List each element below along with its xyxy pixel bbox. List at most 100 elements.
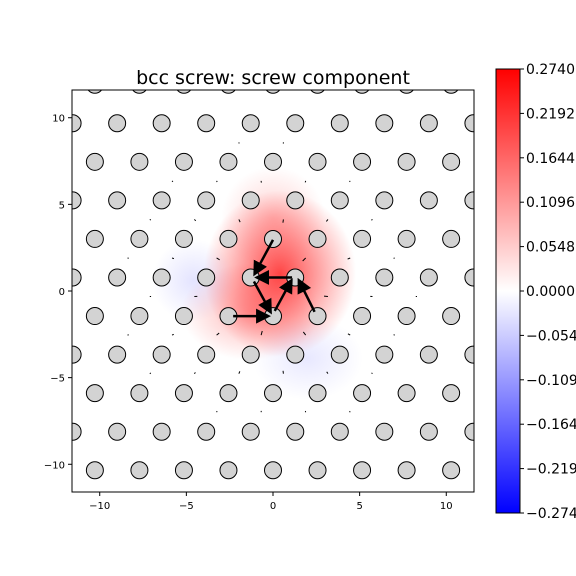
minor-mark — [216, 257, 220, 261]
atom — [152, 114, 171, 133]
y-tick-label: 0 — [59, 287, 65, 298]
atom — [72, 422, 82, 441]
atom — [375, 114, 394, 133]
atom — [72, 191, 82, 210]
atom — [85, 461, 104, 480]
minor-mark — [171, 333, 174, 336]
minor-mark — [325, 219, 329, 222]
atom — [0, 230, 14, 247]
atom — [286, 345, 305, 364]
atom — [241, 191, 260, 210]
heat-blob — [221, 166, 325, 271]
atom — [85, 152, 104, 171]
displacement-arrows — [233, 239, 316, 324]
atom — [174, 307, 193, 326]
atom — [20, 423, 37, 440]
atom — [42, 0, 59, 16]
atom — [443, 0, 460, 16]
atom — [20, 500, 37, 517]
atom — [87, 90, 103, 94]
displacement-arrow — [273, 277, 293, 312]
atom — [20, 346, 37, 363]
chart-title: bcc screw: screw component — [136, 67, 410, 89]
atom — [398, 539, 415, 556]
atom — [108, 422, 127, 441]
atom — [197, 345, 216, 364]
atom — [465, 38, 482, 55]
atom — [0, 76, 14, 93]
atom — [398, 0, 415, 16]
atom — [86, 539, 103, 556]
minor-mark — [347, 257, 351, 260]
minor-mark — [171, 257, 175, 260]
atom — [265, 539, 282, 556]
colorbar: 0.2740 0.2192 0.1644 0.1096 0.0548 0.0000 −0.0… — [495, 62, 576, 522]
colorbar-tick-label: −0.2192 — [526, 462, 576, 478]
atom — [353, 461, 372, 480]
atom — [464, 345, 474, 364]
atom — [419, 268, 438, 287]
atom — [308, 461, 327, 480]
atom — [130, 229, 149, 248]
atom — [152, 422, 171, 441]
atom — [442, 229, 461, 248]
minor-mark — [371, 372, 373, 375]
atom — [487, 0, 504, 16]
atom — [219, 461, 238, 480]
atom — [264, 384, 282, 403]
atom — [397, 229, 416, 248]
atom — [175, 0, 192, 16]
atom — [130, 152, 149, 171]
y-tick-label: 10 — [52, 114, 65, 125]
atom — [197, 191, 216, 210]
x-tick-label: −10 — [89, 501, 110, 512]
atom — [72, 268, 82, 287]
colorbar-tick-label: 0.1096 — [526, 195, 575, 211]
atom — [264, 230, 282, 249]
atom — [197, 422, 216, 441]
atom — [532, 539, 549, 556]
atom — [197, 268, 216, 287]
y-tick-label: −5 — [50, 374, 65, 385]
atom — [287, 500, 304, 517]
displacement-arrow — [297, 277, 316, 313]
colorbar-tick-label: 0.2192 — [526, 106, 575, 122]
atom — [330, 191, 349, 210]
atom — [197, 114, 216, 133]
atom — [464, 422, 474, 441]
atom — [442, 307, 461, 326]
atom — [376, 500, 393, 517]
colorbar-tick-label: 0.1644 — [526, 151, 575, 167]
atom — [86, 0, 103, 16]
atom — [174, 152, 193, 171]
atom — [85, 384, 104, 403]
atom — [465, 500, 482, 517]
atom — [442, 384, 461, 403]
atom — [42, 539, 59, 556]
atom — [420, 38, 437, 55]
atom — [152, 345, 171, 364]
atom — [308, 384, 327, 403]
atom — [286, 114, 305, 133]
displacement-arrow — [253, 239, 275, 277]
atom — [464, 191, 474, 210]
atom — [0, 153, 14, 170]
colorbar-tick-label: 0.2740 — [526, 62, 575, 78]
x-tick-label: 10 — [440, 501, 453, 512]
atom — [309, 539, 326, 556]
atom — [130, 461, 149, 480]
atom — [0, 0, 14, 16]
atom — [397, 152, 416, 171]
atom — [0, 539, 14, 556]
minor-mark — [216, 180, 218, 183]
atom — [85, 229, 104, 248]
minor-mark — [371, 219, 373, 221]
atom — [241, 422, 260, 441]
minor-mark — [302, 257, 307, 262]
colorbar-tick-label: −0.0548 — [526, 328, 576, 344]
atom — [108, 345, 127, 364]
heat-blob — [252, 316, 364, 401]
atom — [354, 539, 371, 556]
atom — [72, 114, 82, 133]
atom — [108, 191, 127, 210]
